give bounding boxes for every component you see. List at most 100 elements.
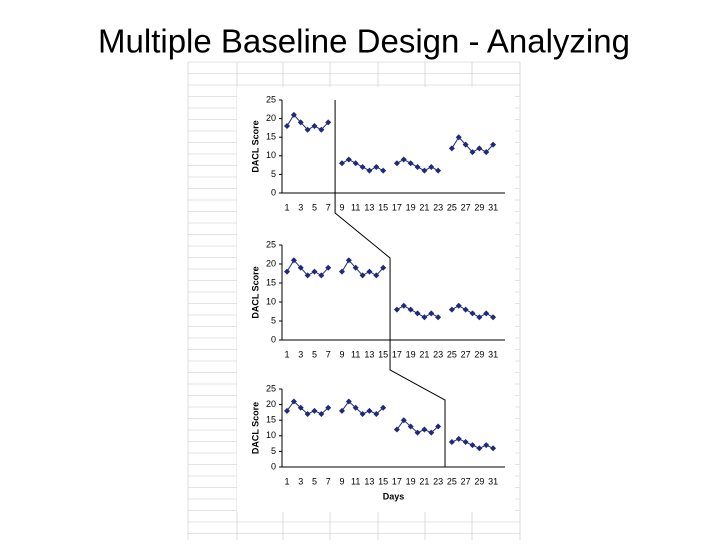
x-tick-label: 11 [351, 349, 360, 359]
x-tick-label: 11 [351, 476, 360, 486]
point [435, 314, 442, 321]
x-tick-label: 15 [378, 476, 388, 486]
point [284, 407, 290, 414]
x-tick-label: 7 [326, 476, 331, 486]
point [455, 302, 462, 309]
point [359, 272, 366, 279]
point [476, 314, 483, 321]
x-tick-label: 25 [447, 476, 457, 486]
x-tick-label: 13 [364, 349, 374, 359]
point [318, 410, 325, 417]
y-tick-label: 5 [271, 169, 276, 179]
y-tick-label: 10 [266, 150, 276, 160]
x-tick-label: 9 [339, 349, 344, 359]
x-tick-label: 5 [312, 476, 317, 486]
point [421, 167, 428, 174]
x-tick-label: 11 [351, 202, 360, 212]
y-tick-label: 15 [266, 132, 276, 142]
point [400, 302, 407, 309]
y-axis-label: DACL Score [250, 402, 260, 454]
point [462, 141, 469, 148]
y-tick-label: 5 [271, 315, 276, 325]
x-tick-label: 7 [326, 202, 331, 212]
x-tick-label: 3 [298, 202, 303, 212]
point [428, 163, 435, 170]
x-tick-label: 23 [433, 202, 443, 212]
x-tick-label: 17 [392, 349, 402, 359]
y-axis-label: DACL Score [250, 266, 260, 318]
point [393, 306, 400, 313]
x-tick-label: 31 [488, 476, 498, 486]
chart-area [237, 87, 515, 512]
y-tick-label: 25 [266, 94, 276, 104]
point [297, 404, 304, 411]
y-tick-label: 0 [271, 461, 276, 471]
point [366, 268, 373, 275]
point [345, 257, 352, 264]
point [284, 123, 290, 130]
x-tick-label: 25 [447, 349, 457, 359]
point [352, 264, 359, 271]
point [400, 417, 407, 424]
y-tick-label: 25 [266, 239, 276, 249]
y-tick-label: 15 [266, 277, 276, 287]
point [421, 426, 428, 433]
point [311, 407, 318, 414]
x-tick-label: 9 [339, 202, 344, 212]
point [373, 272, 380, 279]
point [366, 167, 373, 174]
point [338, 160, 345, 167]
point [290, 111, 297, 118]
point [311, 123, 318, 130]
x-tick-label: 19 [406, 202, 416, 212]
x-tick-label: 1 [284, 202, 289, 212]
point [366, 407, 373, 414]
point [304, 126, 311, 133]
x-tick-label: 23 [433, 476, 443, 486]
y-tick-label: 5 [271, 446, 276, 456]
x-tick-label: 21 [419, 349, 429, 359]
slide-title: Multiple Baseline Design - Analyzing [98, 23, 630, 60]
point [304, 410, 311, 417]
y-tick-label: 0 [271, 334, 276, 344]
point [476, 445, 483, 452]
point [290, 398, 297, 405]
x-tick-label: 29 [474, 202, 484, 212]
x-tick-label: 21 [419, 202, 429, 212]
point [407, 306, 414, 313]
y-tick-label: 10 [266, 430, 276, 440]
point [393, 426, 400, 433]
point [483, 149, 490, 156]
y-tick-label: 15 [266, 415, 276, 425]
point [304, 272, 311, 279]
point [380, 404, 387, 411]
x-tick-label: 23 [433, 349, 443, 359]
x-tick-label: 5 [312, 202, 317, 212]
x-tick-label: 3 [298, 349, 303, 359]
point [338, 407, 345, 414]
point [462, 439, 469, 446]
x-tick-label: 9 [339, 476, 344, 486]
point [407, 160, 414, 167]
point [490, 445, 497, 452]
point [414, 429, 421, 436]
point [345, 398, 352, 405]
point [373, 163, 380, 170]
point [393, 160, 400, 167]
point [476, 145, 483, 152]
x-tick-label: 1 [284, 349, 289, 359]
x-tick-label: 15 [378, 202, 388, 212]
point [297, 119, 304, 126]
x-tick-label: 21 [419, 476, 429, 486]
point [490, 314, 497, 321]
point [359, 410, 366, 417]
x-tick-label: 19 [406, 476, 416, 486]
x-tick-label: 31 [488, 349, 498, 359]
x-tick-label: 29 [474, 476, 484, 486]
x-tick-label: 17 [392, 476, 402, 486]
x-tick-label: 1 [284, 476, 289, 486]
point [380, 264, 387, 271]
point [297, 264, 304, 271]
y-tick-label: 20 [266, 399, 276, 409]
point [373, 410, 380, 417]
